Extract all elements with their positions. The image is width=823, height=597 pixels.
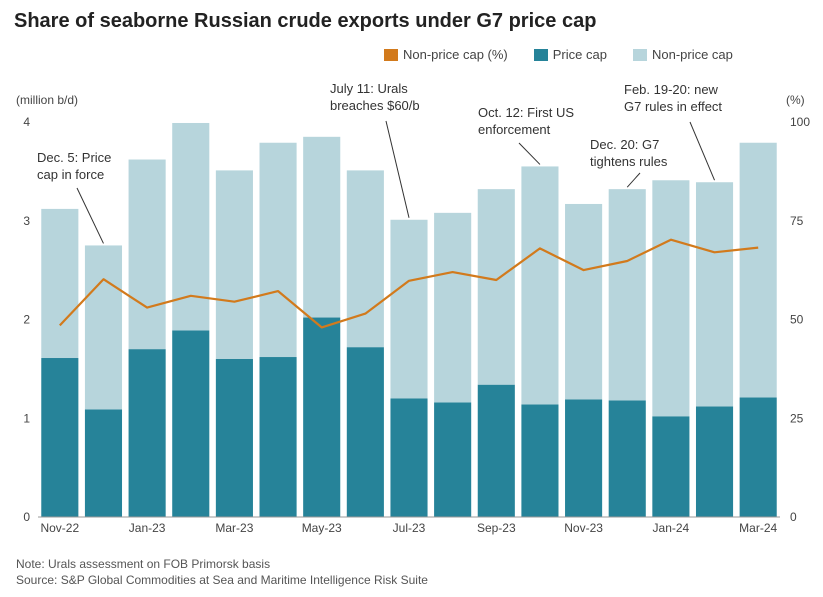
legend-item-non-price-cap: Non-price cap xyxy=(632,47,733,62)
annotation-leader xyxy=(626,172,641,188)
x-tick-label: Jan-24 xyxy=(653,521,690,535)
x-tick-label: Mar-23 xyxy=(215,521,253,535)
annotation-text: enforcement xyxy=(478,122,551,137)
bar-price-cap xyxy=(259,357,297,517)
y-left-tick-label: 1 xyxy=(23,411,30,425)
annotation-text: Oct. 12: First US xyxy=(478,105,574,120)
bar-price-cap xyxy=(477,384,515,517)
bar-non-price-cap xyxy=(477,189,515,385)
legend-swatch-non-price-cap xyxy=(632,48,647,61)
annotation-leader xyxy=(689,121,715,181)
annotation-text: Dec. 5: Price xyxy=(37,150,111,165)
y-right-tick-label: 75 xyxy=(790,214,804,228)
legend-label: Non-price cap xyxy=(651,47,733,62)
right-axis-unit: (%) xyxy=(786,93,805,107)
bar-non-price-cap xyxy=(346,170,384,348)
y-left-tick-label: 2 xyxy=(23,313,30,327)
left-axis-unit: (million b/d) xyxy=(16,93,79,107)
line-non-price-cap-pct xyxy=(59,238,759,329)
x-tick-label: Jul-23 xyxy=(393,521,426,535)
y-right-tick-label: 50 xyxy=(790,313,804,327)
legend-item-price-cap: Price cap xyxy=(533,47,607,62)
x-tick-label: Mar-24 xyxy=(739,521,777,535)
annotation-leader xyxy=(76,187,104,244)
footer-note: Note: Urals assessment on FOB Primorsk b… xyxy=(16,557,271,571)
bar-price-cap xyxy=(215,359,253,517)
bar-price-cap xyxy=(346,347,384,517)
annotation-leader xyxy=(385,120,410,218)
bar-price-cap xyxy=(608,400,646,517)
x-tick-label: Nov-23 xyxy=(564,521,603,535)
bar-non-price-cap xyxy=(128,159,166,350)
annotation-text: July 11: Urals xyxy=(330,81,408,96)
y-left-tick-label: 0 xyxy=(23,510,30,524)
annotation-text: cap in force xyxy=(37,167,104,182)
bar-price-cap xyxy=(652,416,690,517)
y-right-tick-label: 0 xyxy=(790,510,797,524)
bar-non-price-cap xyxy=(390,219,428,399)
y-right-tick-label: 100 xyxy=(790,115,810,129)
bar-non-price-cap xyxy=(434,212,472,403)
bar-non-price-cap xyxy=(521,166,559,405)
x-tick-label: Jan-23 xyxy=(129,521,166,535)
chart-footer: Note: Urals assessment on FOB Primorsk b… xyxy=(16,556,428,588)
bar-non-price-cap xyxy=(303,136,341,318)
annotation-text: breaches $60/b xyxy=(330,98,420,113)
annotation-text: Dec. 20: G7 xyxy=(590,137,659,152)
bar-price-cap xyxy=(521,404,559,517)
legend-swatch-line xyxy=(384,48,398,61)
x-tick-label: Sep-23 xyxy=(477,521,516,535)
bar-non-price-cap xyxy=(41,208,79,359)
bar-price-cap xyxy=(41,358,79,517)
legend-label: Non-price cap (%) xyxy=(403,47,508,62)
bar-non-price-cap xyxy=(259,142,297,358)
bar-price-cap xyxy=(84,409,123,517)
bar-price-cap xyxy=(565,399,603,517)
bar-non-price-cap xyxy=(215,170,253,359)
annotation-text: Feb. 19-20: new xyxy=(624,82,719,97)
x-tick-label: May-23 xyxy=(302,521,342,535)
bar-price-cap xyxy=(172,330,210,517)
bar-price-cap xyxy=(390,398,428,517)
y-right-tick-label: 25 xyxy=(790,411,804,425)
x-tick-label: Nov-22 xyxy=(40,521,79,535)
bar-non-price-cap xyxy=(608,189,646,401)
bar-price-cap xyxy=(695,406,734,517)
bar-non-price-cap xyxy=(652,180,690,417)
annotation-text: tightens rules xyxy=(590,154,668,169)
annotation-text: G7 rules in effect xyxy=(624,99,722,114)
legend-swatch-price-cap xyxy=(533,48,548,61)
chart-title: Share of seaborne Russian crude exports … xyxy=(14,10,597,32)
legend-label: Price cap xyxy=(552,47,607,62)
bar-non-price-cap xyxy=(739,142,777,398)
bar-price-cap xyxy=(128,349,166,517)
bar-price-cap xyxy=(739,397,777,517)
footer-source: Source: S&P Global Commodities at Sea an… xyxy=(16,573,428,587)
y-left-tick-label: 3 xyxy=(23,214,30,228)
bar-non-price-cap xyxy=(695,182,734,407)
annotation-leader xyxy=(518,142,541,165)
legend-item-non-price-cap-pct: Non-price cap (%) xyxy=(384,47,508,62)
chart-legend: Non-price cap (%) Price cap Non-price ca… xyxy=(384,47,733,62)
bar-non-price-cap xyxy=(84,245,123,410)
bar-price-cap xyxy=(303,317,341,517)
y-left-tick-label: 4 xyxy=(23,115,30,129)
bar-price-cap xyxy=(434,402,472,517)
bar-non-price-cap xyxy=(565,203,603,400)
